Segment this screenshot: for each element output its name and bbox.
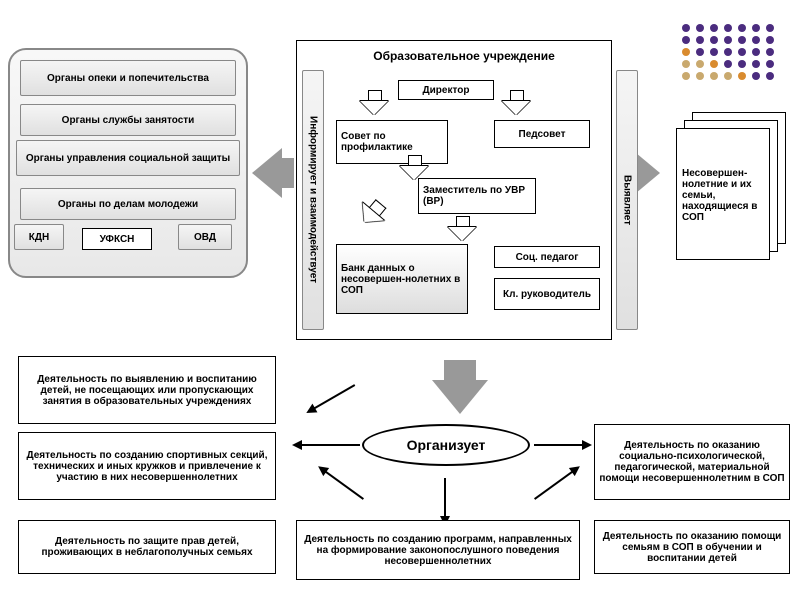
left-item-4: Органы по делам молодежи: [20, 188, 236, 220]
activity-5: Деятельность по оказанию социально-психо…: [594, 424, 790, 500]
bank-box: Банк данных о несовершен-нолетних в СОП: [336, 244, 468, 314]
radial-6: [534, 470, 574, 500]
director-box: Директор: [398, 80, 494, 100]
radial-3: [324, 470, 364, 500]
activity-4: Деятельность по созданию программ, напра…: [296, 520, 580, 580]
activity-3: Деятельность по защите прав детей, прожи…: [18, 520, 276, 574]
radial-4: [444, 478, 446, 518]
sovet-box: Совет по профилактике: [336, 120, 448, 164]
left-small-1: КДН: [14, 224, 64, 250]
klruk-box: Кл. руководитель: [494, 278, 600, 310]
arrow-director-right-icon: [502, 90, 530, 116]
activity-1: Деятельность по выявлению и воспитанию д…: [18, 356, 276, 424]
institution-title: Образовательное учреждение: [328, 46, 600, 66]
socped-box: Соц. педагог: [494, 246, 600, 268]
doc-text: Несовершен-нолетние и их семьи, находящи…: [678, 150, 768, 240]
radial-2: [300, 444, 360, 446]
arrow-director-left-icon: [360, 90, 388, 116]
left-rail: Информирует и взаимодействует: [302, 70, 324, 330]
organize-ellipse: Организует: [362, 424, 530, 466]
left-small-2: УФКСН: [82, 228, 152, 250]
right-rail: Выявляет: [616, 70, 638, 330]
radial-1: [313, 384, 356, 410]
left-item-1: Органы опеки и попечительства: [20, 60, 236, 96]
activity-6: Деятельность по оказанию помощи семьям в…: [594, 520, 790, 574]
arrow-to-left-icon: [252, 148, 282, 198]
zam-box: Заместитель по УВР (ВР): [418, 178, 536, 214]
activity-2: Деятельность по созданию спортивных секц…: [18, 432, 276, 500]
pedsovet-box: Педсовет: [494, 120, 590, 148]
arrow-down-organize-icon: [432, 380, 488, 414]
arrow-zam-down-icon: [448, 216, 476, 242]
left-item-2: Органы службы занятости: [20, 104, 236, 136]
left-item-3: Органы управления социальной защиты: [16, 140, 240, 176]
radial-5: [534, 444, 584, 446]
left-small-3: ОВД: [178, 224, 232, 250]
dot-grid: [682, 24, 776, 80]
